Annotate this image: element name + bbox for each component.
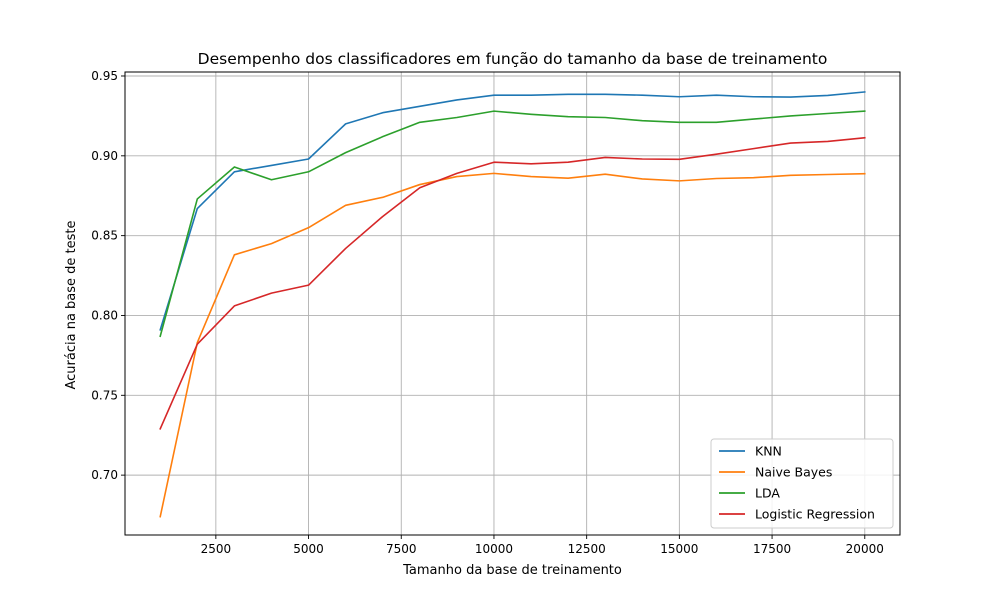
series-line-knn <box>159 91 866 331</box>
x-tick-label: 12500 <box>568 542 606 556</box>
y-tick-label: 0.80 <box>91 308 118 322</box>
legend-label-logistic-regression: Logistic Regression <box>755 507 875 522</box>
series-lines <box>159 91 866 518</box>
x-tick-label: 2500 <box>201 542 232 556</box>
legend: KNN Naive Bayes LDA Logistic Regression <box>710 438 894 529</box>
x-axis-label: Tamanho da base de treinamento <box>402 563 622 578</box>
legend-label-knn: KNN <box>755 444 782 459</box>
x-tick-label: 5000 <box>293 542 324 556</box>
series-line-naive-bayes <box>159 172 866 518</box>
x-tick-label: 15000 <box>660 542 698 556</box>
y-tick-label: 0.85 <box>91 229 118 243</box>
chart-title: Desempenho dos classificadores em função… <box>198 50 828 68</box>
y-axis-label: Acurácia na base de teste <box>64 220 79 389</box>
y-tick-label: 0.90 <box>91 149 118 163</box>
x-tick-label: 7500 <box>386 542 417 556</box>
plot-frame <box>124 71 901 536</box>
series-line-logistic-regression <box>159 136 866 430</box>
y-axis: 0.70 0.75 0.80 0.85 0.90 0.95 <box>91 69 125 482</box>
legend-box <box>710 438 894 529</box>
legend-label-lda: LDA <box>755 486 780 501</box>
y-tick-label: 0.95 <box>91 69 118 83</box>
y-tick-label: 0.70 <box>91 468 118 482</box>
grid <box>125 72 900 535</box>
x-tick-label: 17500 <box>753 542 791 556</box>
y-tick-label: 0.75 <box>91 388 118 402</box>
x-axis: 2500 5000 7500 10000 12500 15000 17500 20000 <box>201 535 884 556</box>
x-tick-label: 20000 <box>846 542 884 556</box>
x-tick-label: 10000 <box>475 542 513 556</box>
series-line-lda <box>159 110 866 338</box>
legend-label-naive-bayes: Naive Bayes <box>755 465 832 480</box>
